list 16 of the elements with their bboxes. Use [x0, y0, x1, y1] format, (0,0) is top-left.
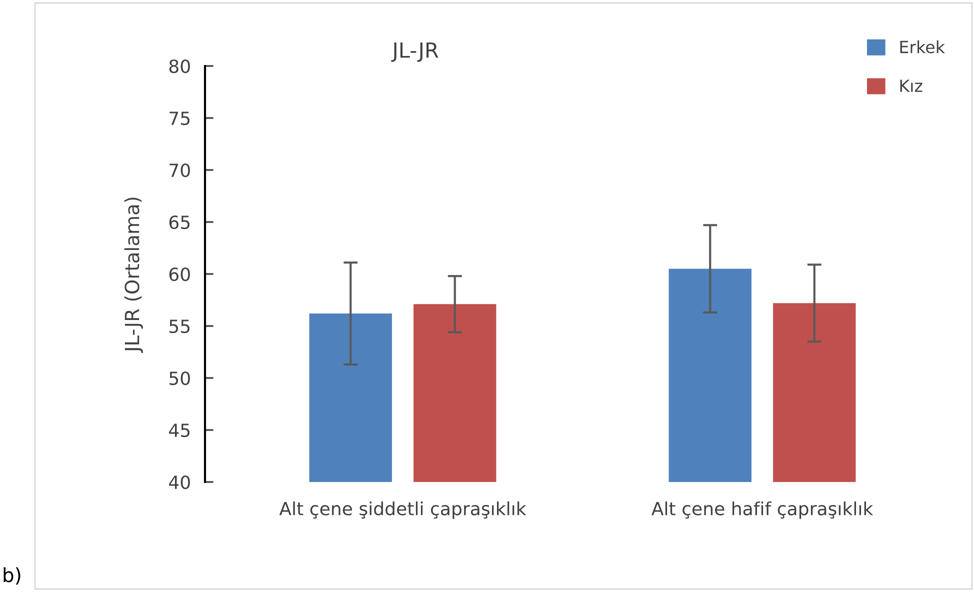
- x-tick-label: Alt çene şiddetli çapraşıklık: [279, 501, 526, 519]
- legend-label: Kız: [900, 80, 922, 92]
- text: b): [4, 567, 20, 585]
- y-tick-label: 40: [169, 475, 190, 490]
- y-tick-label: 70: [170, 163, 190, 178]
- y-tick-label: 65: [169, 215, 190, 230]
- y-tick-label: 75: [170, 112, 190, 126]
- legend-label: Erkek: [900, 40, 945, 54]
- y-tick-label: 45: [169, 424, 190, 438]
- y-tick-label: 60: [169, 267, 190, 282]
- chart-title: JL-JR: [391, 42, 438, 62]
- y-tick-label: 80: [169, 59, 190, 74]
- y-tick-label: 50: [170, 371, 190, 386]
- y-tick-label: 55: [170, 320, 190, 334]
- x-tick-label: Alt çene hafif çapraşıklık: [652, 501, 874, 519]
- y-axis-title: JL-JR (Ortalama): [124, 198, 143, 353]
